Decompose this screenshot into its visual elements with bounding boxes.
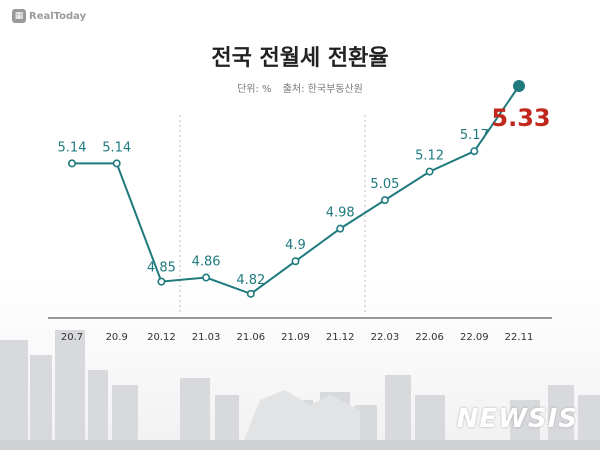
value-label-22.09: 5.17 [460,128,489,143]
data-point-21.09 [291,257,300,266]
x-tick-label-20.12: 20.12 [147,332,176,343]
value-label-22.06: 5.12 [415,149,444,164]
x-tick-label-22.11: 22.11 [505,332,534,343]
data-point-21.06 [246,289,255,298]
data-point-22.11 [513,80,525,92]
x-tick-label-20.7: 20.7 [61,332,83,343]
x-tick-label-21.12: 21.12 [326,332,355,343]
brand-logo: ▦ RealToday [12,9,86,23]
chart-title: 전국 전월세 전환율 [211,46,389,71]
source-label: 출처: 한국부동산원 [282,84,363,95]
value-label-21.03: 4.86 [192,255,221,270]
value-label-21.09: 4.9 [285,238,306,253]
value-label-20.7: 5.14 [58,140,87,155]
value-label-22.11: 5.33 [491,104,550,132]
x-tick-label-21.09: 21.09 [281,332,310,343]
data-point-22.06 [425,167,434,176]
data-point-20.7 [68,159,77,168]
data-point-21.12 [336,224,345,233]
data-point-21.03 [202,273,211,282]
chart-subtitle: 단위: % 출처: 한국부동산원 [0,80,600,95]
value-label-21.12: 4.98 [326,206,355,221]
newsis-watermark: NEWSIS [456,404,578,434]
x-tick-label-22.06: 22.06 [415,332,444,343]
value-label-21.06: 4.82 [236,273,265,288]
building-logo-icon: ▦ [12,9,26,23]
data-point-22.03 [380,196,389,205]
x-tick-label-22.09: 22.09 [460,332,489,343]
value-label-22.03: 5.05 [370,177,399,192]
x-tick-label-21.06: 21.06 [236,332,265,343]
x-tick-label-21.03: 21.03 [192,332,221,343]
logo-text: RealToday [29,10,87,22]
data-point-22.09 [470,147,479,156]
x-tick-label-22.03: 22.03 [371,332,400,343]
unit-label: 단위: % [237,84,272,95]
value-label-20.9: 5.14 [102,140,131,155]
x-tick-label-20.9: 20.9 [106,332,128,343]
value-label-20.12: 4.85 [147,261,176,276]
data-point-20.12 [157,277,166,286]
data-point-20.9 [112,159,121,168]
